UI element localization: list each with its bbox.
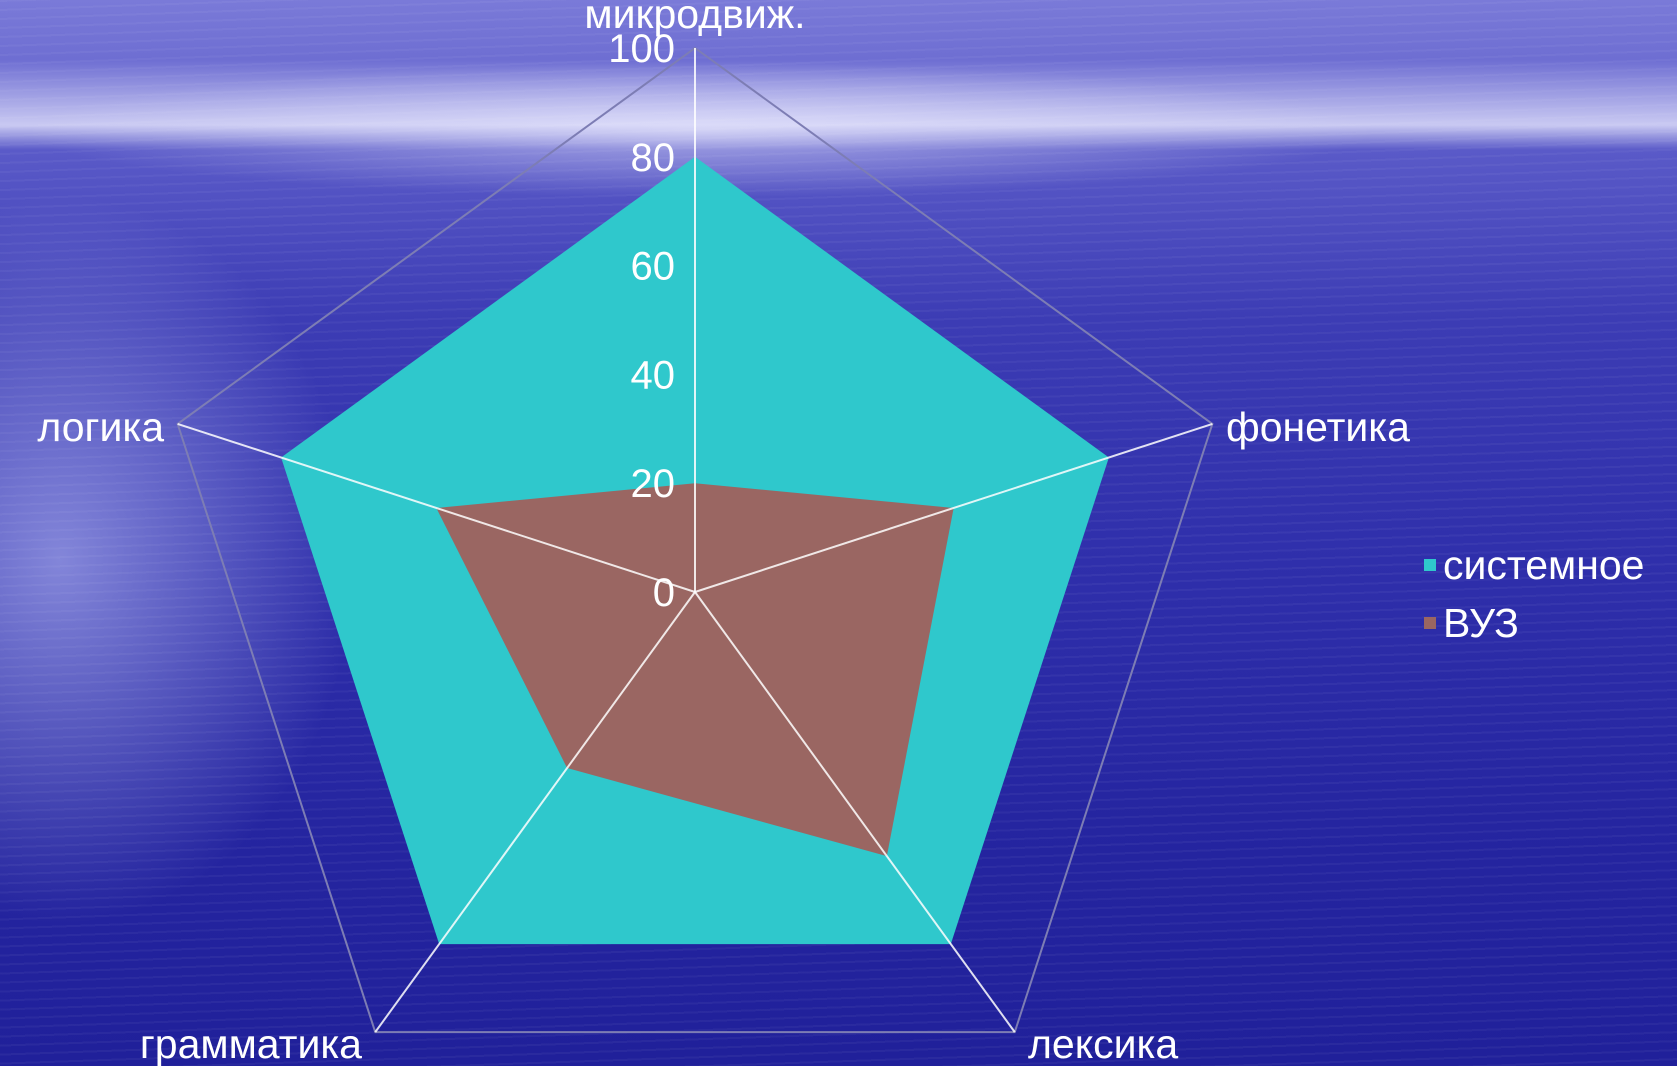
outer-gridline (176, 46, 1214, 1034)
axis-spoke (694, 591, 1016, 1033)
series-area-2 (436, 483, 954, 857)
tick-label: 20 (631, 462, 676, 506)
category-label: грамматика (140, 1021, 362, 1066)
legend: системное ВУЗ (1424, 542, 1644, 646)
tick-label: 0 (653, 571, 675, 615)
axis-spoke (694, 422, 1213, 593)
legend-label: ВУЗ (1443, 600, 1519, 646)
category-label: микродвиж. (584, 0, 805, 37)
legend-label: системное (1443, 542, 1644, 588)
tick-label: 60 (631, 245, 676, 289)
legend-swatch (1424, 617, 1436, 629)
tick-label: 100 (608, 27, 675, 71)
category-label: фонетика (1226, 404, 1410, 450)
category-labels: микродвиж. фонетика лексика грамматика логик… (37, 0, 1410, 1066)
radial-tick-labels: 0 20 40 60 80 100 (608, 27, 675, 615)
category-label: логика (37, 404, 164, 450)
tick-label: 40 (631, 353, 676, 397)
tick-label: 80 (631, 136, 676, 180)
radar-grid (176, 46, 1214, 1034)
category-label: лексика (1028, 1021, 1178, 1066)
legend-swatch (1424, 559, 1436, 571)
axis-spoke (177, 422, 696, 593)
axis-spoke (374, 591, 696, 1033)
radar-axes (177, 48, 1213, 1033)
